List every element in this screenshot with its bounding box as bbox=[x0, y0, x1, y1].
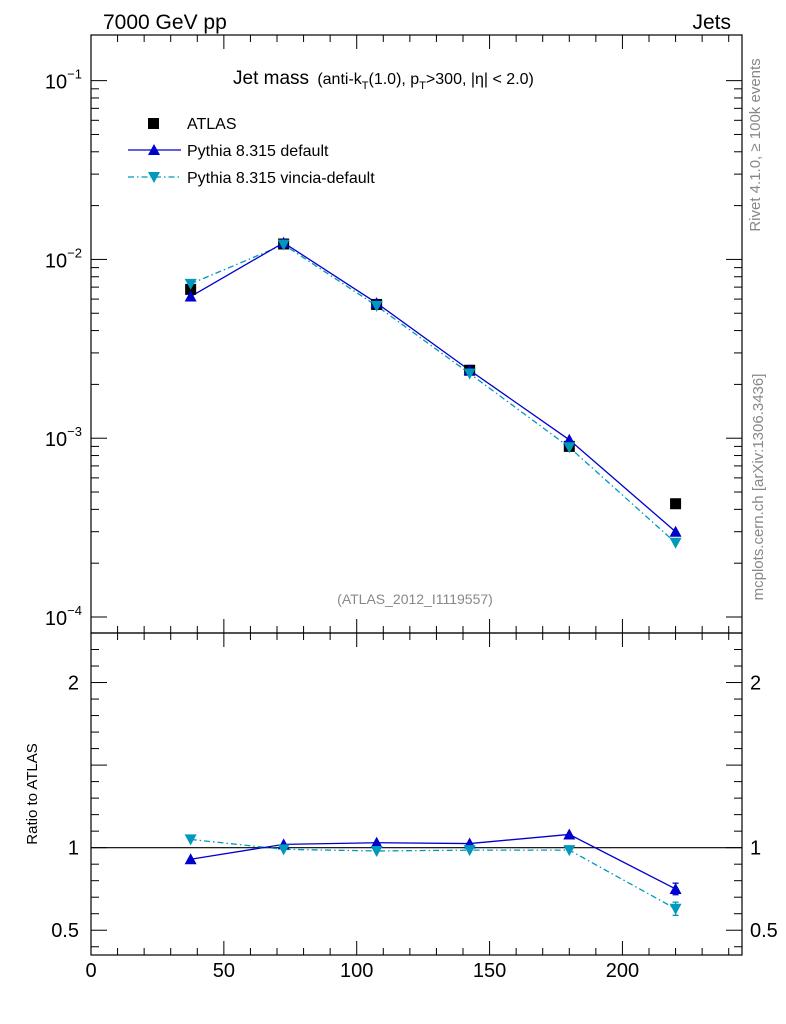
legend: ATLAS Pythia 8.315 default Pythia 8.315 … bbox=[128, 116, 375, 187]
ratio-y-tick-label-left: 0.5 bbox=[51, 920, 79, 942]
legend-marker-vincia bbox=[148, 172, 160, 183]
ratio-vincia-point bbox=[669, 903, 682, 915]
ratio-y-tick-label-right: 1 bbox=[750, 838, 761, 860]
ratio-default-point bbox=[184, 853, 197, 865]
default-point bbox=[184, 290, 197, 302]
ratio-plot-series bbox=[91, 828, 742, 917]
x-tick-label: 0 bbox=[85, 960, 96, 982]
series-line-vincia bbox=[190, 243, 677, 544]
y-tick-label: 10−2 bbox=[45, 245, 82, 272]
vincia-point bbox=[277, 239, 290, 251]
legend-marker-atlas bbox=[148, 118, 159, 129]
ratio-y-tick-label-left: 2 bbox=[68, 673, 79, 695]
y-tick-label: 10−1 bbox=[45, 67, 82, 94]
y-tick-label: 10−3 bbox=[45, 424, 82, 451]
ratio-y-tick-label-right: 0.5 bbox=[750, 920, 778, 942]
legend-label-atlas: ATLAS bbox=[187, 116, 237, 133]
ratio-vincia-point bbox=[277, 844, 290, 856]
vincia-point bbox=[370, 300, 383, 312]
legend-marker-default bbox=[148, 144, 160, 155]
ratio-y-axis-label: Ratio to ATLAS bbox=[24, 743, 41, 844]
ratio-line-default bbox=[190, 833, 676, 890]
vincia-point bbox=[184, 278, 197, 290]
ratio-y-tick-label-right: 2 bbox=[750, 673, 761, 695]
plot-title: Jet mass (anti-kT(1.0), pT>300, |η| < 2.… bbox=[233, 68, 534, 92]
x-tick-label: 150 bbox=[473, 960, 506, 982]
x-tick-labels: 0 50 100 150 200 bbox=[85, 960, 639, 982]
ratio-default-point bbox=[669, 882, 682, 894]
ratio-vincia-point bbox=[463, 845, 476, 857]
ratio-line-vincia bbox=[190, 838, 676, 910]
x-tick-label: 50 bbox=[213, 960, 235, 982]
energy-label: 7000 GeV pp bbox=[103, 11, 227, 34]
default-point bbox=[563, 433, 576, 445]
atlas-data-point bbox=[670, 498, 682, 510]
ratio-vincia-point bbox=[184, 834, 197, 846]
series-line-default bbox=[190, 241, 676, 533]
ratio-default-point bbox=[563, 828, 576, 840]
mcplots-reference-label: mcplots.cern.ch [arXiv:1306.3436] bbox=[750, 374, 767, 601]
default-point bbox=[669, 525, 682, 537]
legend-label-vincia: Pythia 8.315 vincia-default bbox=[187, 170, 375, 187]
ratio-default-point bbox=[370, 836, 383, 848]
x-tick-label: 100 bbox=[340, 960, 373, 982]
rivet-version-label: Rivet 4.1.0, ≥ 100k events bbox=[747, 58, 764, 231]
main-y-tick-labels: 10−1 10−2 10−3 10−4 bbox=[45, 67, 82, 630]
y-tick-label: 10−4 bbox=[45, 603, 82, 630]
process-label: Jets bbox=[692, 11, 731, 34]
vincia-point bbox=[563, 442, 576, 454]
ratio-plot-frame bbox=[90, 632, 743, 956]
x-tick-label: 200 bbox=[606, 960, 639, 982]
vincia-point bbox=[669, 537, 682, 549]
legend-label-default: Pythia 8.315 default bbox=[187, 143, 329, 160]
axis-ticks bbox=[90, 35, 742, 955]
ratio-y-tick-labels: 0.5 0.5 1 1 2 2 bbox=[51, 673, 778, 943]
main-plot-series bbox=[184, 236, 682, 549]
ratio-y-tick-label-left: 1 bbox=[68, 838, 79, 860]
analysis-id: (ATLAS_2012_I1119557) bbox=[337, 591, 493, 607]
vincia-point bbox=[463, 368, 476, 380]
ratio-vincia-point bbox=[563, 845, 576, 857]
ratio-vincia-point bbox=[370, 845, 383, 857]
